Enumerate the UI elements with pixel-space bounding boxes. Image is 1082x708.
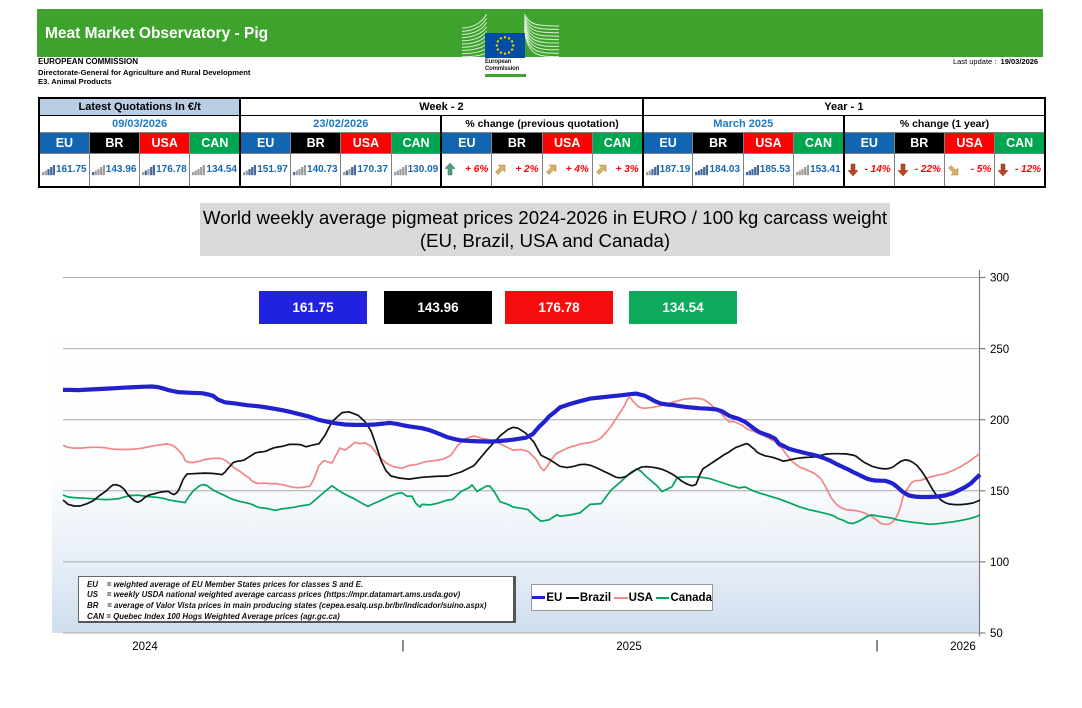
svg-text:50: 50 — [990, 628, 1003, 640]
svg-text:150: 150 — [990, 486, 1009, 498]
svg-text:200: 200 — [990, 415, 1009, 427]
svg-text:250: 250 — [990, 344, 1009, 356]
svg-text:100: 100 — [990, 557, 1009, 569]
svg-text:300: 300 — [990, 273, 1009, 285]
